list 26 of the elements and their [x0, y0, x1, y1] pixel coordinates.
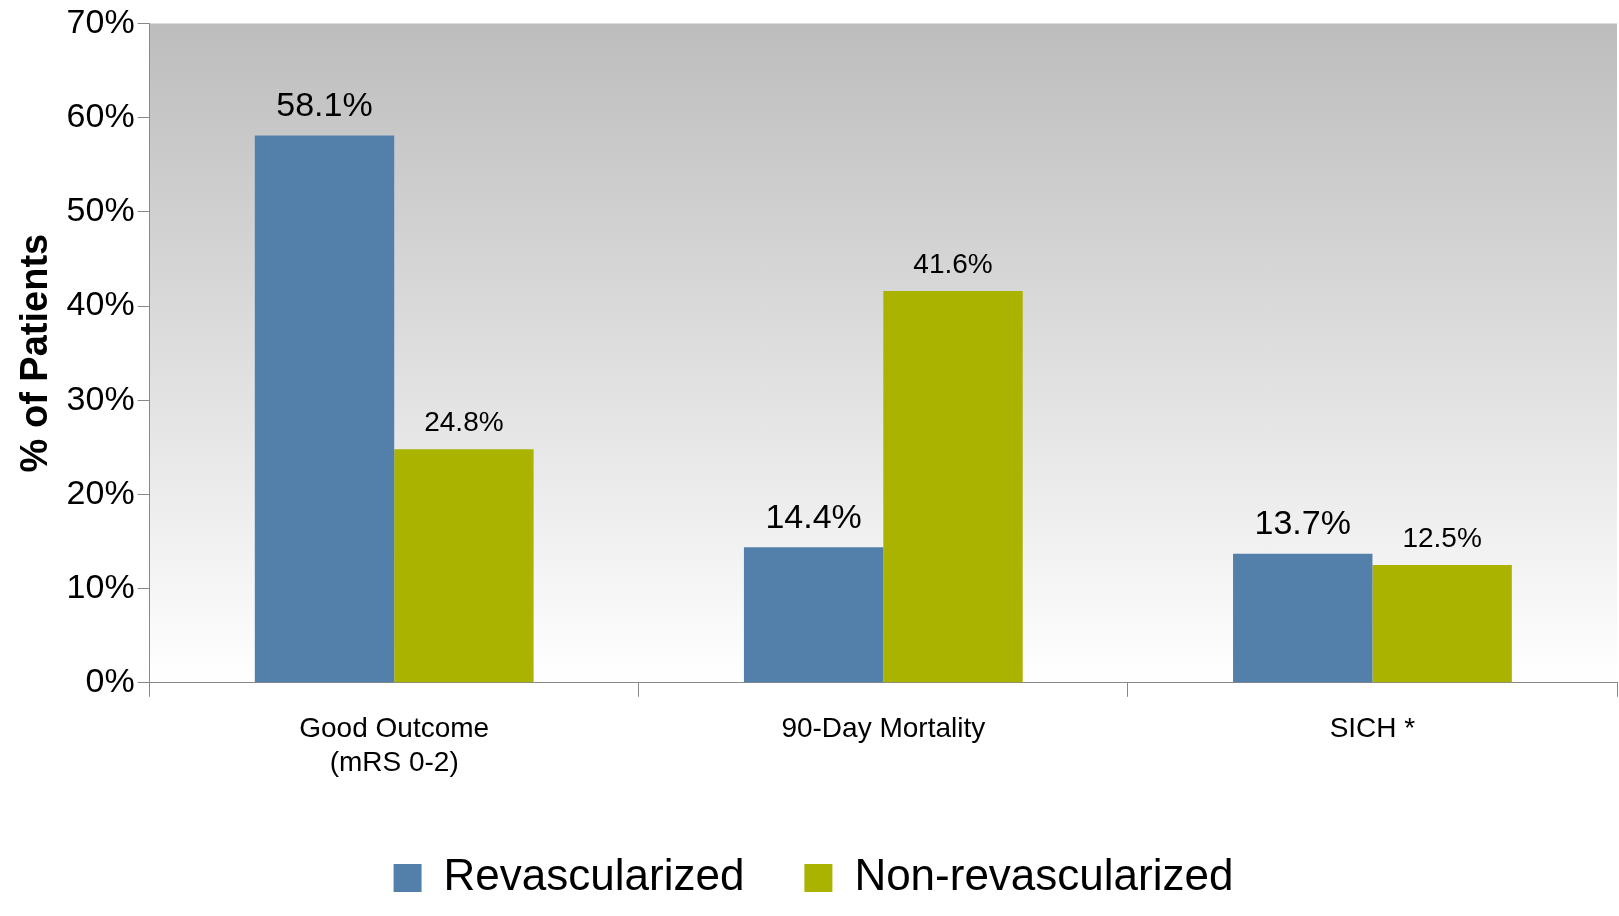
- data-label: 12.5%: [1402, 521, 1482, 553]
- y-tick-label: 10%: [66, 566, 135, 605]
- y-tick-label: 60%: [66, 95, 135, 134]
- data-label: 24.8%: [424, 405, 504, 437]
- y-tick-label: 40%: [66, 284, 135, 323]
- data-label: 14.4%: [765, 496, 862, 535]
- bar: [1233, 553, 1373, 683]
- legend-label: Non-revascularized: [854, 850, 1234, 900]
- bar: [394, 449, 534, 683]
- bar: [743, 547, 884, 683]
- data-label: 41.6%: [913, 247, 993, 279]
- y-tick-label: 20%: [66, 472, 135, 511]
- x-tick-label: SICH *: [1329, 712, 1416, 744]
- data-label: 13.7%: [1254, 503, 1351, 542]
- data-label: 58.1%: [276, 84, 373, 123]
- y-tick-label: 70%: [66, 1, 135, 40]
- y-axis-title: % of Patients: [13, 233, 56, 473]
- y-tick-label: 30%: [66, 378, 135, 417]
- bar: [1372, 565, 1512, 683]
- y-tick-label: 50%: [66, 190, 135, 229]
- bar: [883, 290, 1023, 683]
- x-tick-label: 90-Day Mortality: [781, 712, 986, 744]
- legend-label: Revascularized: [443, 850, 745, 900]
- bar: [254, 135, 395, 683]
- y-tick-label: 0%: [85, 661, 135, 700]
- x-tick-label: Good Outcome (mRS 0-2): [299, 712, 490, 777]
